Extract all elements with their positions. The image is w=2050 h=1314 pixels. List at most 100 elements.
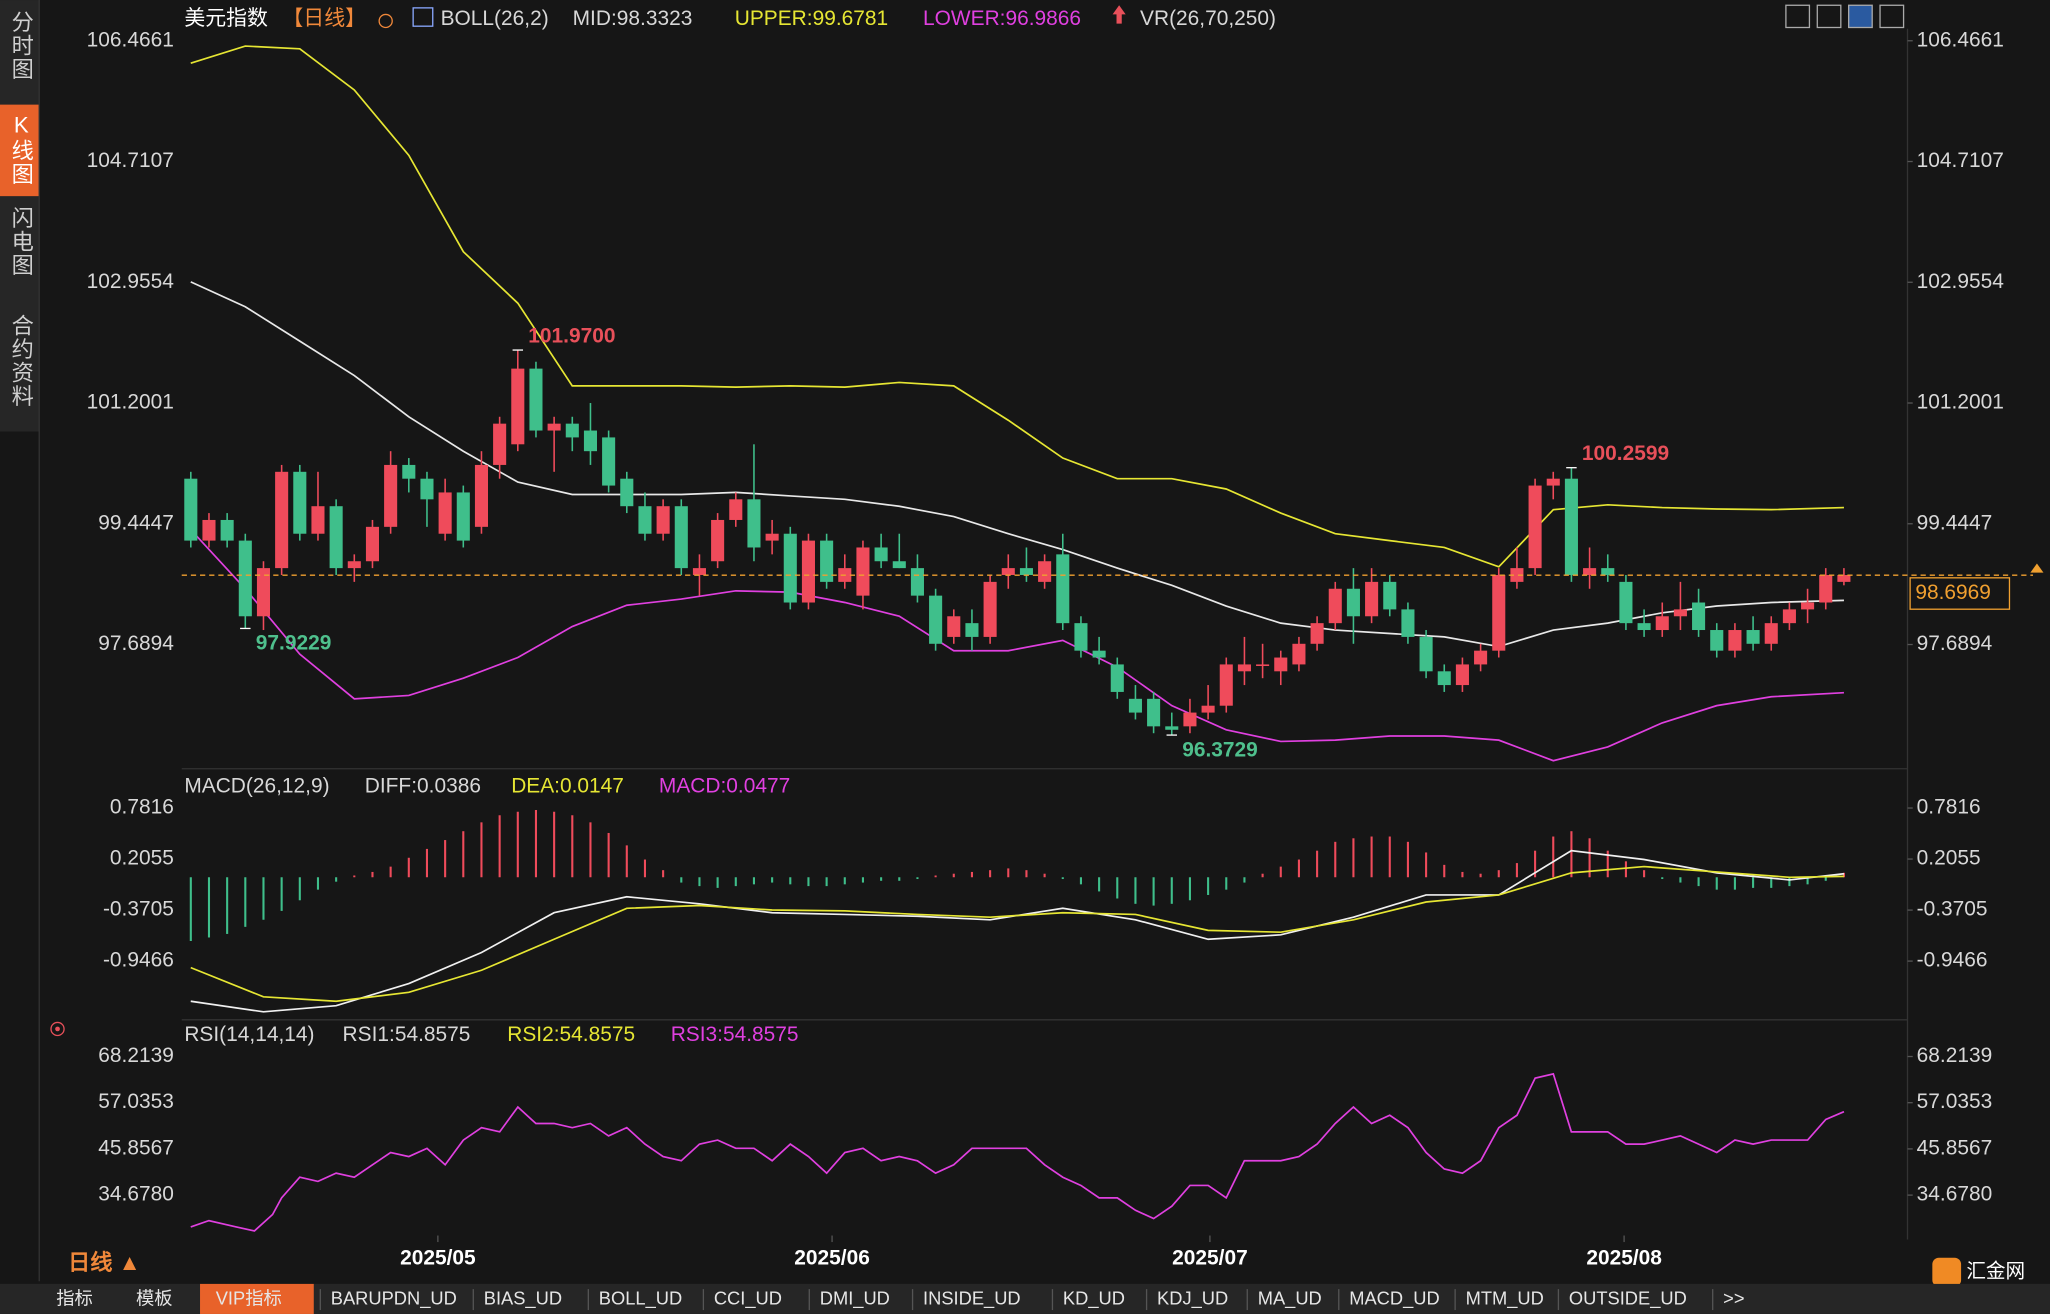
period: 【日线】 [282,7,366,30]
candle-body [547,423,561,431]
tab[interactable]: DMI_UD [820,1287,890,1309]
tab[interactable]: OUTSIDE_UD [1569,1287,1687,1309]
indicator-line [190,529,1845,762]
candle-body [220,519,234,541]
y-tick-label: 57.0353 [1917,1090,1993,1113]
candle-body [1401,609,1415,637]
tab[interactable]: VIP指标 [216,1287,282,1308]
sidebar-item[interactable]: K线图 [9,112,34,185]
toolbar-button[interactable] [1848,4,1873,29]
y-tick-label: 57.0353 [98,1090,174,1113]
candle-body [1292,643,1306,665]
candle-body [1346,588,1360,617]
candle-body [438,492,452,534]
active-tab [200,1283,314,1314]
tab[interactable]: KDJ_UD [1157,1287,1228,1309]
y-tick-label: 68.2139 [1917,1044,1993,1067]
tab[interactable]: MA_UD [1258,1287,1322,1309]
candle-body [965,623,979,637]
tab[interactable]: 模板 [136,1287,173,1308]
candle-body [1546,478,1560,486]
candle-body [202,519,216,541]
marker [2030,563,2044,573]
indicator-line [190,1072,1845,1232]
candle-body [1837,574,1851,582]
candle-body [1365,581,1379,617]
candle-body [1310,623,1324,644]
indicator-label: MID:98.3323 [573,7,693,30]
y-tick-label: 104.7107 [87,149,174,172]
toolbar-button[interactable] [1816,4,1842,29]
candle-body [801,540,815,603]
candle-body [1237,664,1251,672]
candle-body [1583,568,1597,575]
icon[interactable] [412,7,434,27]
x-tick-label: 2025/05 [400,1247,476,1270]
tab[interactable]: BOLL_UD [599,1287,682,1309]
candle-body [1692,602,1706,631]
candle-body [329,506,343,569]
indicator-label: RSI1:54.8575 [343,1023,471,1046]
tab[interactable]: CCI_UD [714,1287,782,1309]
candle-body [1637,623,1651,631]
sidebar-active [0,104,40,197]
indicator-line [190,45,1844,568]
tab[interactable]: MTM_UD [1466,1287,1544,1309]
tab[interactable]: BIAS_UD [484,1287,562,1309]
candle-body [1437,671,1451,686]
tab[interactable]: INSIDE_UD [923,1287,1021,1309]
candle-body [1092,650,1106,658]
candle-body [565,423,579,438]
period-selector[interactable]: 日线 ▲ [68,1249,141,1275]
indicator-line [190,281,1844,648]
icon[interactable] [378,13,393,29]
candle-body [1801,602,1815,610]
sidebar [0,0,40,432]
candle-body [384,464,398,527]
indicator-label: BOLL(26,2) [441,7,549,30]
indicator-label: MACD:0.0477 [659,775,790,798]
candle-body [1201,705,1215,713]
candle-body [1038,561,1052,582]
indicator-label: UPPER:99.6781 [735,7,888,30]
y-tick-label: -0.9466 [103,949,174,972]
icon[interactable] [1112,5,1126,24]
icon[interactable] [50,1021,65,1037]
sidebar-item[interactable]: 分时图 [9,10,34,81]
candle-body [1673,609,1687,617]
indicator-line [190,865,1844,1003]
y-tick-label: 102.9554 [87,270,175,293]
candle-body [638,506,652,534]
candle-body [1183,712,1197,727]
sidebar-item[interactable]: 闪电图 [9,206,34,277]
toolbar-button[interactable] [1785,4,1811,29]
candle-body [910,568,924,596]
candle-body [983,581,997,637]
sidebar-item[interactable]: 合约资料 [9,313,34,408]
tab[interactable]: BARUPDN_UD [331,1287,457,1309]
candle-body [1074,623,1088,651]
candle-body [1256,664,1270,666]
tab[interactable]: MACD_UD [1349,1287,1439,1309]
y-tick-label: 106.4661 [87,28,174,51]
indicator-label: RSI3:54.8575 [671,1023,799,1046]
y-tick-label: 0.2055 [110,847,174,870]
candle-body [1419,636,1433,672]
candle-body [1328,588,1342,624]
tab[interactable]: 指标 [56,1287,93,1308]
toolbar-button[interactable] [1879,4,1905,29]
y-tick-label: 34.6780 [1917,1183,1993,1206]
candle-body [1019,568,1033,575]
candle-body [1474,650,1488,665]
candle-body [692,568,706,575]
indicator-label: MACD(26,12,9) [184,775,329,798]
y-tick-label: 68.2139 [98,1044,174,1067]
last-price-label: 98.6969 [1915,581,1991,604]
tab[interactable]: KD_UD [1063,1287,1125,1309]
candle-body [874,547,888,562]
candle-body [1764,623,1778,644]
annotation: 96.3729 [1182,738,1258,761]
tab[interactable]: >> [1723,1287,1744,1308]
